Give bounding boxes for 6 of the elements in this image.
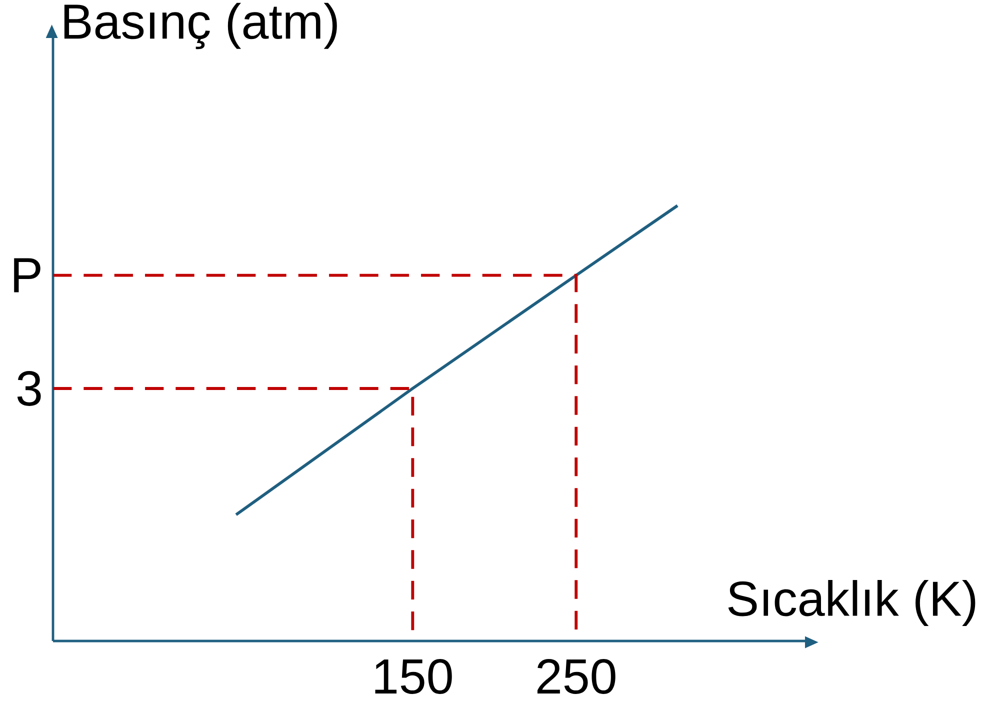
- x-tick-label: 250: [537, 659, 616, 694]
- x-tick-label: 150: [375, 659, 452, 694]
- x-axis-title: Sıcaklık (K): [728, 580, 976, 626]
- annotation: P: [14, 258, 40, 292]
- annotation: 3: [17, 371, 41, 406]
- y-axis-title: Basınç (atm): [64, 2, 337, 50]
